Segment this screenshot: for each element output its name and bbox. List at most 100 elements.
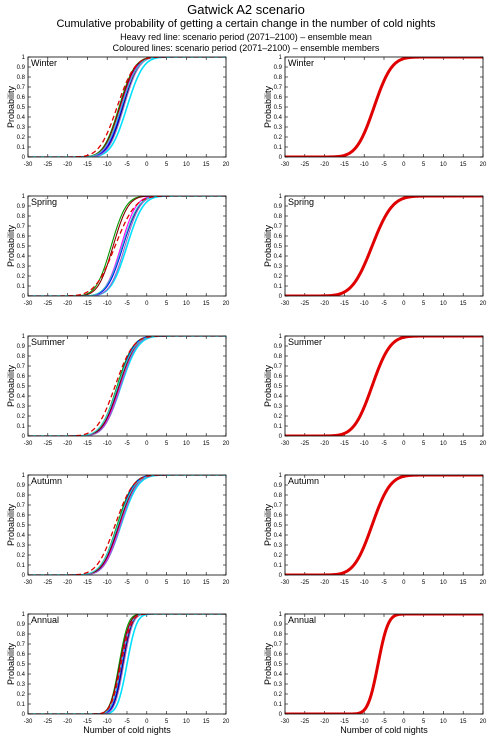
x-tick-label: 5 [422, 162, 426, 168]
mean-line-overlay [28, 336, 226, 436]
y-tick-label: 0.5 [17, 662, 26, 668]
y-tick-label: 0.5 [274, 662, 283, 668]
y-tick-label: 0.8 [274, 632, 283, 638]
y-tick-label: 1 [279, 612, 283, 618]
member-line [28, 196, 226, 296]
panel-annual-members: Probability 0 0.1 0.2 0.3 0.4 0.5 0.6 0.7 0.8 0.9 1… [6, 612, 230, 725]
y-tick-label: 0.9 [274, 622, 283, 628]
member-line [28, 614, 226, 714]
x-tick-label: -15 [340, 441, 349, 447]
y-tick-label: 0.2 [274, 414, 283, 420]
ensemble-mean-line [285, 336, 483, 436]
member-line [28, 475, 226, 575]
y-tick-label: 0.1 [17, 563, 26, 569]
panel-spring-members: Probability 0 0.1 0.2 0.3 0.4 0.5 0.6 0.7 0.8 0.9 1… [6, 194, 230, 307]
x-tick-label: 15 [460, 441, 467, 447]
x-tick-label: -25 [43, 719, 52, 725]
y-tick-label: 0.4 [17, 115, 26, 121]
y-tick-label: 0.1 [274, 424, 283, 430]
y-tick-label: 0.1 [274, 284, 283, 290]
member-line [28, 196, 226, 296]
member-line [28, 336, 226, 436]
curves [28, 614, 226, 714]
member-line [28, 614, 226, 714]
x-tick-label: 20 [480, 301, 487, 307]
x-tick-label: -15 [83, 719, 92, 725]
x-tick-label: 20 [223, 162, 230, 168]
x-tick-label: 10 [183, 719, 190, 725]
y-tick-label: 0.3 [274, 543, 283, 549]
plot-frame [27, 335, 227, 437]
member-line [28, 336, 226, 436]
chart-subtitle: Cumulative probability of getting a cert… [56, 18, 436, 30]
y-tick-label: 0.7 [17, 642, 26, 648]
y-tick-label: 0 [279, 434, 283, 440]
y-tick-label: 0.7 [17, 503, 26, 509]
x-tick-label: 0 [145, 162, 149, 168]
y-tick-label: 0.8 [17, 354, 26, 360]
plot-frame [284, 195, 484, 297]
member-line [28, 475, 226, 575]
season-label: Summer [288, 337, 322, 347]
ensemble-mean-line [285, 57, 483, 157]
x-tick-label: -5 [124, 441, 130, 447]
x-tick-label: 15 [203, 580, 210, 586]
x-tick-label: -20 [63, 162, 72, 168]
y-tick-label: 1 [22, 55, 26, 61]
x-axis-label: Number of cold nights [83, 725, 171, 735]
y-axis-label: Probability [263, 503, 273, 546]
x-tick-label: 20 [223, 719, 230, 725]
x-tick-label: 10 [183, 162, 190, 168]
y-tick-label: 0 [279, 712, 283, 718]
curves [28, 475, 226, 575]
member-line [28, 475, 226, 575]
x-tick-label: 0 [402, 162, 406, 168]
x-tick-label: 0 [402, 301, 406, 307]
y-tick-label: 0.9 [274, 344, 283, 350]
y-tick-label: 0 [279, 155, 283, 161]
y-tick-label: 0.2 [17, 135, 26, 141]
member-line [28, 196, 226, 296]
member-line [28, 336, 226, 436]
y-tick-label: 0.4 [274, 115, 283, 121]
y-tick-label: 0.8 [17, 75, 26, 81]
y-tick-label: 0.3 [17, 125, 26, 131]
x-tick-label: 10 [440, 719, 447, 725]
x-tick-label: -30 [281, 162, 290, 168]
x-tick-label: -10 [103, 719, 112, 725]
member-line [28, 475, 226, 575]
plot-frame [27, 56, 227, 158]
y-tick-label: 0.4 [17, 394, 26, 400]
y-tick-label: 0.1 [274, 702, 283, 708]
y-tick-label: 0.9 [274, 483, 283, 489]
season-label: Autumn [288, 476, 319, 486]
x-tick-label: -30 [24, 580, 33, 586]
y-tick-label: 0.2 [17, 692, 26, 698]
y-tick-label: 0.5 [274, 244, 283, 250]
y-tick-label: 0.2 [17, 274, 26, 280]
season-label: Annual [288, 615, 316, 625]
x-tick-label: -15 [340, 719, 349, 725]
x-tick-label: -10 [360, 441, 369, 447]
x-tick-label: -10 [103, 301, 112, 307]
y-axis-label: Probability [6, 503, 16, 546]
y-tick-label: 0.7 [274, 503, 283, 509]
x-tick-label: -25 [300, 301, 309, 307]
y-tick-label: 0.3 [274, 264, 283, 270]
x-tick-label: 5 [422, 719, 426, 725]
curves [28, 196, 226, 296]
x-tick-label: -5 [381, 162, 387, 168]
y-tick-label: 0.8 [17, 493, 26, 499]
y-tick-label: 0.9 [274, 65, 283, 71]
season-label: Summer [31, 337, 65, 347]
x-tick-label: 10 [440, 580, 447, 586]
member-line [28, 614, 226, 714]
x-tick-label: 5 [165, 719, 169, 725]
x-tick-label: -30 [281, 580, 290, 586]
curves [285, 614, 483, 714]
season-label: Winter [288, 58, 314, 68]
y-tick-label: 1 [22, 612, 26, 618]
x-tick-label: -30 [24, 441, 33, 447]
x-tick-label: -25 [43, 162, 52, 168]
member-line [28, 196, 226, 296]
